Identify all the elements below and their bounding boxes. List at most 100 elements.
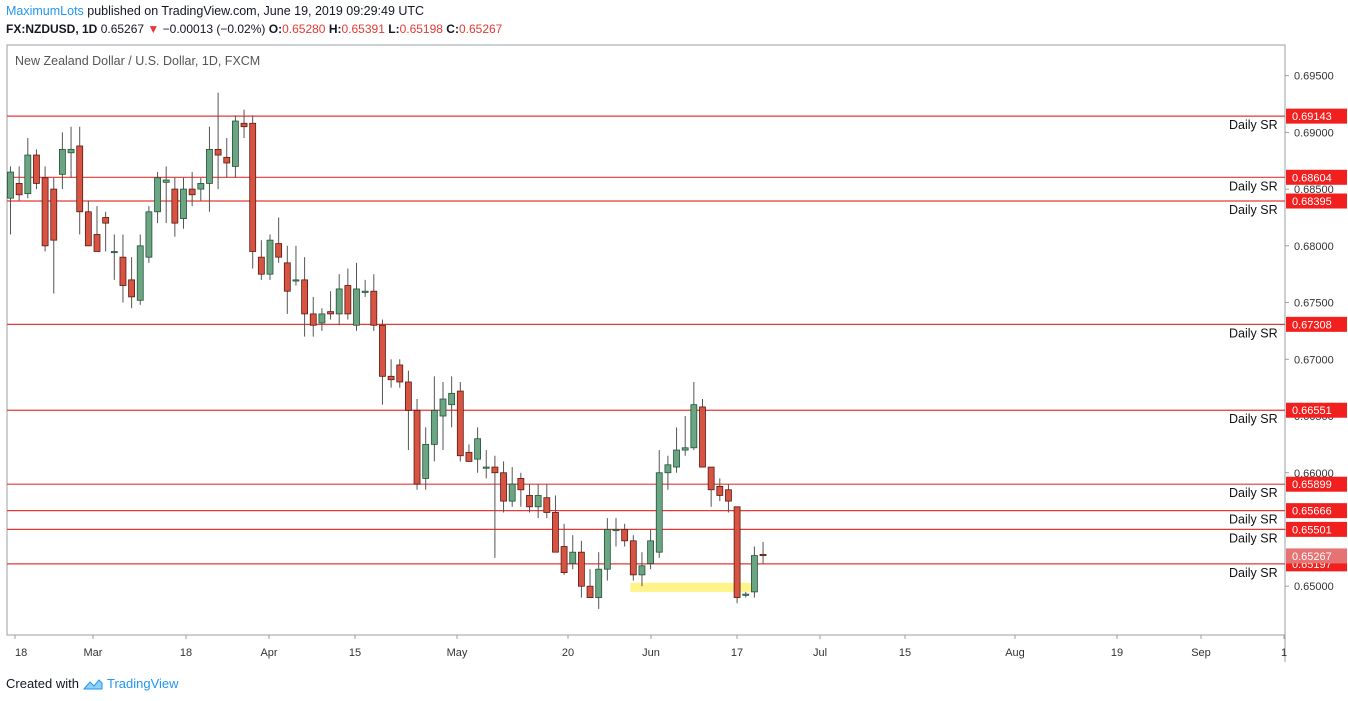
candle-body [387,375,395,381]
candle-body [707,466,715,491]
sr-name-label: Daily SR [1229,566,1278,580]
candle-body [110,251,118,254]
sr-price-label: 0.65501 [1292,524,1332,536]
candle-body [379,324,386,377]
sr-price-label: 0.66551 [1292,405,1332,417]
chart-title: New Zealand Dollar / U.S. Dollar, 1D, FX… [15,54,260,68]
candle-body [59,148,66,175]
x-tick-label: Jun [642,647,660,659]
candle-body [647,540,654,564]
candle-body [578,551,585,587]
candle-body [41,177,49,247]
candle-body [716,485,724,496]
candle-body [102,217,110,224]
x-tick-label: 18 [15,647,27,659]
candle-body [612,529,620,532]
candle-body [33,154,40,184]
candle-body [491,466,499,474]
y-tick-label: 0.69500 [1294,71,1334,83]
candle-body [266,239,274,275]
candle-body [482,466,490,469]
current-price-label: 0.65267 [1292,551,1332,563]
x-tick-label: May [447,647,468,659]
symbol-label: FX:NZDUSD, 1D [6,22,98,36]
sr-price-label: 0.67308 [1292,319,1332,331]
candle-body [335,288,343,315]
username-link[interactable]: MaximumLots [6,4,84,18]
publish-info: MaximumLots published on TradingView.com… [6,4,424,18]
candle-body [50,188,58,241]
candle-body [7,171,14,199]
candle-body [552,512,559,553]
candle-body [526,495,533,508]
sr-name-label: Daily SR [1229,326,1278,340]
sr-price-label: 0.65899 [1292,479,1332,491]
candle-body [413,409,421,485]
candle-body [517,478,525,491]
x-tick-label: Sep [1191,647,1211,659]
sr-price-badge [1286,316,1347,332]
candle-body [283,262,291,292]
sr-price-badge [1286,108,1347,124]
candle-body [327,311,334,315]
sr-price-label: 0.65666 [1292,506,1332,518]
x-tick-label: 18 [180,647,192,659]
candle-body [370,290,378,326]
candle-body [145,211,153,258]
candle-body [456,390,464,457]
y-tick-label: 0.68500 [1294,184,1334,196]
candle-body [93,234,101,252]
x-tick-label: Aug [1005,647,1025,659]
candle-body [621,529,629,542]
sr-price-label: 0.69143 [1292,111,1332,123]
y-tick-label: 0.69000 [1294,127,1334,139]
candle-body [223,156,231,164]
candle-body [569,551,577,564]
candle-body [119,256,127,286]
candle-body [275,243,283,258]
current-price-badge [1286,548,1347,564]
close-value: 0.65267 [458,22,503,36]
candle-body [543,497,551,513]
candle-body [136,245,144,301]
candle-body [474,438,482,460]
candle-body [439,398,447,417]
candle-body [162,179,170,183]
candle-body [353,288,360,326]
candle-body [128,279,136,298]
sr-price-badge [1286,503,1347,519]
x-tick-label: 15 [349,647,361,659]
sr-name-label: Daily SR [1229,531,1278,545]
candle-body [301,279,309,315]
candle-body [681,447,689,451]
candle-body [180,188,187,219]
low-value: 0.65198 [399,22,443,36]
candle-body [430,409,438,445]
candle-body [344,285,352,315]
sr-price-label: 0.68604 [1292,172,1332,184]
candle-body [257,256,265,275]
candle-body [309,313,317,326]
candle-body [249,122,257,252]
candle-body [725,489,732,502]
candle-body [231,120,239,167]
y-tick-label: 0.67500 [1294,298,1334,310]
tradingview-link[interactable]: TradingView [106,676,179,691]
created-with-text: Created with [6,676,79,691]
x-tick-label: 15 [899,647,911,659]
change-arrow-icon: ▼ [147,22,160,36]
candle-body [733,506,741,598]
candle-body [690,404,698,449]
candle-body [214,148,222,156]
candle-body [603,529,611,570]
sr-name-label: Daily SR [1229,203,1278,217]
tradingview-cloud-icon [82,679,103,690]
candle-body [404,381,412,411]
candle-body [638,565,646,576]
candle-body [188,188,196,196]
candle-body [84,211,92,247]
candle-body [673,449,680,468]
sr-price-badge [1286,476,1347,492]
y-tick-label: 0.65000 [1294,581,1334,593]
